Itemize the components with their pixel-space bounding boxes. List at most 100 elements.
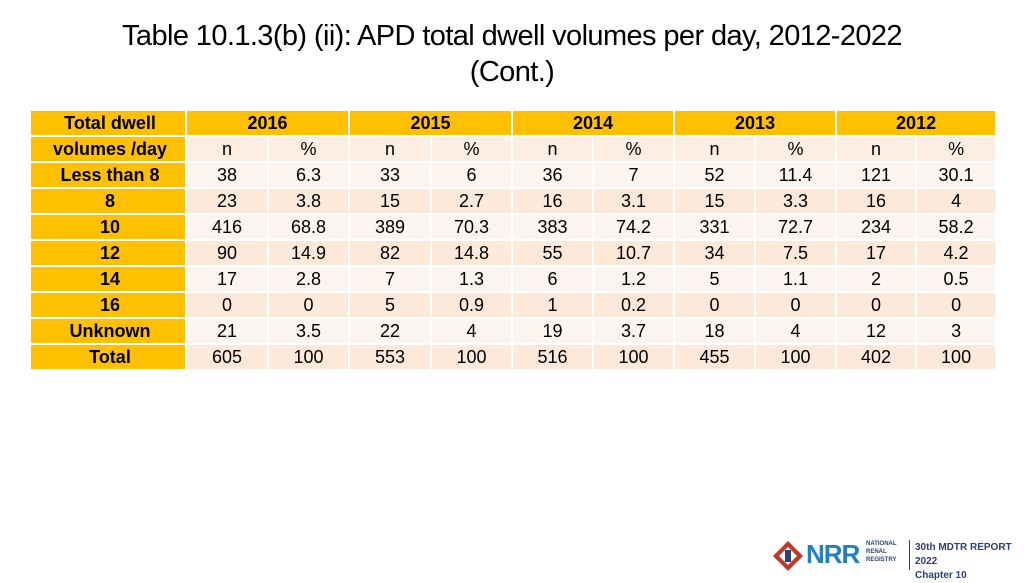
subheader-pct: % bbox=[432, 137, 514, 163]
row-label: 16 bbox=[31, 293, 187, 319]
table-cell: 1.1 bbox=[756, 267, 838, 293]
corner-label-2: volumes /day bbox=[31, 137, 187, 163]
table-cell: 2.8 bbox=[269, 267, 351, 293]
table-cell: 68.8 bbox=[269, 215, 351, 241]
table-cell: 22 bbox=[350, 319, 433, 345]
row-label: 14 bbox=[31, 267, 187, 293]
subheader-n: n bbox=[513, 137, 595, 163]
table-row: 16 0 0 5 0.9 1 0.2 0 0 0 0 bbox=[31, 293, 998, 319]
footer-branding: NRR NATIONAL RENAL REGISTRY 30th MDTR RE… bbox=[764, 536, 1024, 581]
table-cell: 0 bbox=[917, 293, 998, 319]
row-label: 8 bbox=[31, 189, 187, 215]
table-cell: 7 bbox=[594, 163, 676, 189]
table-cell: 1.3 bbox=[432, 267, 514, 293]
table-cell: 100 bbox=[756, 345, 838, 371]
table-cell: 0 bbox=[187, 293, 269, 319]
table-cell: 4 bbox=[432, 319, 514, 345]
table-cell: 4.2 bbox=[917, 241, 998, 267]
table-cell: 52 bbox=[675, 163, 757, 189]
table-row: Less than 8 38 6.3 33 6 36 7 52 11.4 121 30.1 bbox=[31, 163, 998, 189]
dwell-volume-table: Total dwell 2016 2015 2014 2013 2012 vol… bbox=[31, 111, 998, 371]
report-title: 30th MDTR REPORT 2022 bbox=[915, 542, 1012, 567]
table-cell: 17 bbox=[187, 267, 269, 293]
year-header: 2015 bbox=[350, 111, 514, 137]
table-cell: 100 bbox=[917, 345, 998, 371]
table-cell: 1.2 bbox=[594, 267, 676, 293]
table-cell: 402 bbox=[837, 345, 918, 371]
table-cell: 0 bbox=[269, 293, 351, 319]
table-cell: 100 bbox=[269, 345, 351, 371]
year-header: 2013 bbox=[675, 111, 838, 137]
subheader-pct: % bbox=[269, 137, 351, 163]
row-label: Total bbox=[31, 345, 187, 371]
table-cell: 6 bbox=[513, 267, 595, 293]
table-cell: 2.7 bbox=[432, 189, 514, 215]
table-cell: 0 bbox=[675, 293, 757, 319]
table-row: 14 17 2.8 7 1.3 6 1.2 5 1.1 2 0.5 bbox=[31, 267, 998, 293]
table-cell: 15 bbox=[675, 189, 757, 215]
table-cell: 3.8 bbox=[269, 189, 351, 215]
subheader-n: n bbox=[675, 137, 757, 163]
table-cell: 90 bbox=[187, 241, 269, 267]
chapter-label: Chapter 10 bbox=[915, 570, 967, 581]
table-cell: 7 bbox=[350, 267, 433, 293]
table-cell: 3.1 bbox=[594, 189, 676, 215]
table-cell: 18 bbox=[675, 319, 757, 345]
subheader-pct: % bbox=[594, 137, 676, 163]
nrr-logo-text: NRR bbox=[806, 539, 860, 569]
table-cell: 455 bbox=[675, 345, 757, 371]
page-title: Table 10.1.3(b) (ii): APD total dwell vo… bbox=[60, 18, 964, 90]
nrr-emblem-icon bbox=[773, 541, 803, 571]
table-cell: 19 bbox=[513, 319, 595, 345]
year-header: 2012 bbox=[837, 111, 998, 137]
table-cell: 82 bbox=[350, 241, 433, 267]
table-cell: 516 bbox=[513, 345, 595, 371]
table-cell: 16 bbox=[837, 189, 918, 215]
footer-divider bbox=[909, 540, 910, 570]
table-cell: 12 bbox=[837, 319, 918, 345]
table-cell: 0.2 bbox=[594, 293, 676, 319]
subheader-row: volumes /day n % n % n % n % n % bbox=[31, 137, 998, 163]
registry-name: NATIONAL RENAL REGISTRY bbox=[866, 540, 897, 564]
table-cell: 5 bbox=[350, 293, 433, 319]
row-label: Unknown bbox=[31, 319, 187, 345]
table-cell: 15 bbox=[350, 189, 433, 215]
table-cell: 16 bbox=[513, 189, 595, 215]
row-label: 12 bbox=[31, 241, 187, 267]
table-cell: 4 bbox=[917, 189, 998, 215]
table-cell: 5 bbox=[675, 267, 757, 293]
table-cell: 1 bbox=[513, 293, 595, 319]
table-cell: 7.5 bbox=[756, 241, 838, 267]
table-cell: 23 bbox=[187, 189, 269, 215]
table-cell: 72.7 bbox=[756, 215, 838, 241]
table-cell: 55 bbox=[513, 241, 595, 267]
subheader-n: n bbox=[187, 137, 269, 163]
subheader-n: n bbox=[837, 137, 918, 163]
table-cell: 383 bbox=[513, 215, 595, 241]
corner-label-1: Total dwell bbox=[31, 111, 187, 137]
report-info: 30th MDTR REPORT 2022 Chapter 10 bbox=[915, 541, 1024, 583]
table-cell: 6 bbox=[432, 163, 514, 189]
table-row: 10 416 68.8 389 70.3 383 74.2 331 72.7 234 58.2 bbox=[31, 215, 998, 241]
subheader-pct: % bbox=[917, 137, 998, 163]
table-cell: 389 bbox=[350, 215, 433, 241]
subheader-pct: % bbox=[756, 137, 838, 163]
table-cell: 0 bbox=[837, 293, 918, 319]
table-cell: 58.2 bbox=[917, 215, 998, 241]
table-cell: 4 bbox=[756, 319, 838, 345]
year-header-row: Total dwell 2016 2015 2014 2013 2012 bbox=[31, 111, 998, 137]
table-cell: 605 bbox=[187, 345, 269, 371]
table-cell: 10.7 bbox=[594, 241, 676, 267]
table-cell: 14.8 bbox=[432, 241, 514, 267]
title-line-2: (Cont.) bbox=[469, 56, 555, 88]
table-cell: 33 bbox=[350, 163, 433, 189]
table-cell: 3.7 bbox=[594, 319, 676, 345]
year-header: 2014 bbox=[513, 111, 676, 137]
table-cell: 331 bbox=[675, 215, 757, 241]
table-row: 12 90 14.9 82 14.8 55 10.7 34 7.5 17 4.2 bbox=[31, 241, 998, 267]
table-row: 8 23 3.8 15 2.7 16 3.1 15 3.3 16 4 bbox=[31, 189, 998, 215]
table-cell: 0 bbox=[756, 293, 838, 319]
registry-line: REGISTRY bbox=[866, 557, 897, 563]
subheader-n: n bbox=[350, 137, 433, 163]
table-cell: 11.4 bbox=[756, 163, 838, 189]
